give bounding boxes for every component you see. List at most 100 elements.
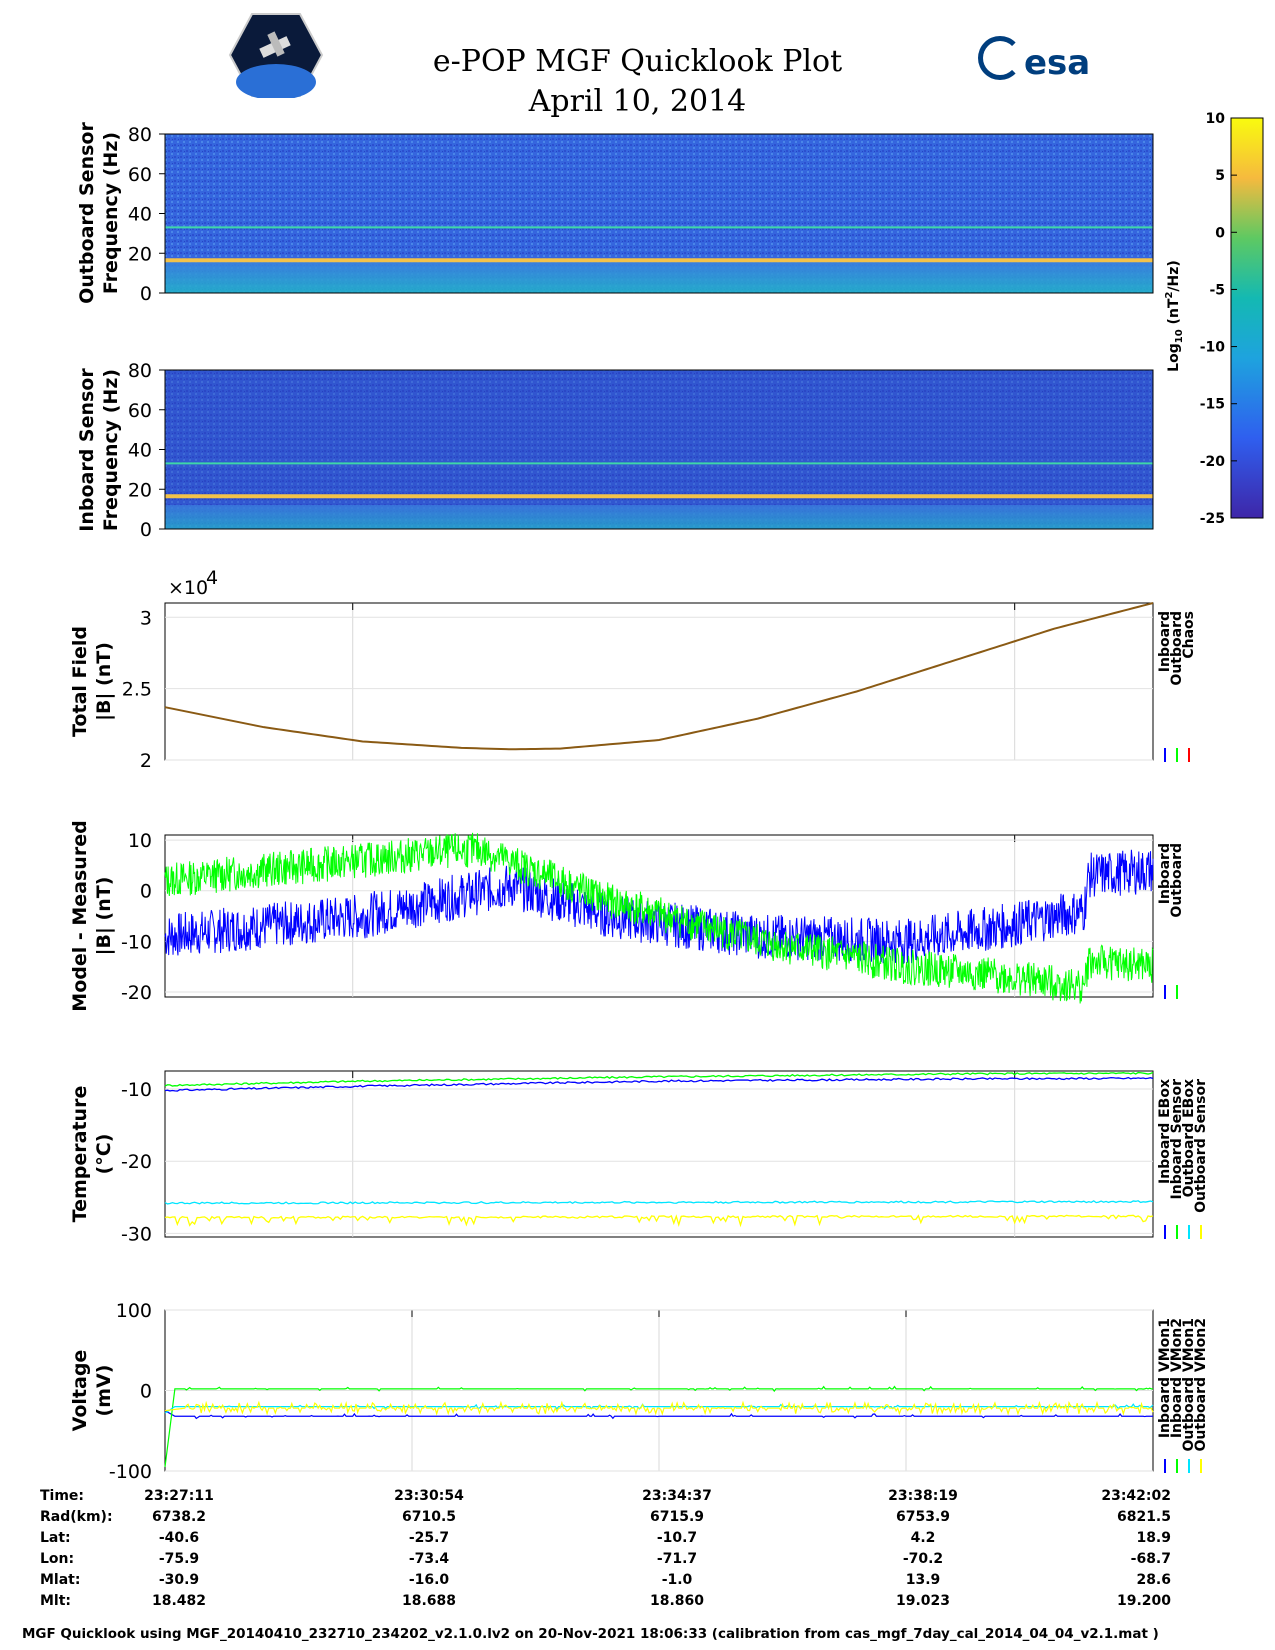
temperature-tick-label: -10 (121, 1079, 152, 1101)
info-cell: -40.6 (159, 1530, 199, 1546)
spec-tick-label: 20 (128, 479, 152, 501)
info-cell: 18.688 (402, 1593, 456, 1609)
temperature-tick-label: -20 (121, 1151, 152, 1173)
inboard-y-ticks: 80 60 40 20 0 (128, 360, 165, 541)
inboard-ylabel-1: Inboard Sensor (76, 368, 98, 532)
total-field-tick-label: 2.5 (122, 679, 152, 701)
temperature-series-line (164, 1076, 1154, 1092)
info-cell: 13.9 (906, 1572, 941, 1588)
esa-logo-text: esa (1024, 43, 1091, 83)
legend-label: Outboard Sensor (1193, 1079, 1209, 1213)
total-field-tick-label: 3 (140, 607, 152, 629)
info-cell: 19.200 (1117, 1593, 1171, 1609)
voltage-series-line (164, 1400, 1154, 1416)
info-cell: -70.2 (903, 1551, 943, 1567)
total-field-line (164, 602, 1154, 751)
temperature-panel: -10 -20 -30 Temperature (°C) Inboard EBoxInbo… (69, 1070, 1209, 1245)
legend-label: Outboard VMon1 (1181, 1318, 1197, 1452)
plot-title: e-POP MGF Quicklook Plot (432, 44, 843, 79)
orbit-info-table: Time: Rad(km): Lat: Lon: Mlat: Mlt: 23:27:11 67… (40, 1488, 1171, 1609)
voltage-ylabel-2: (mV) (93, 1365, 115, 1417)
inboard-ylabel-2: Frequency (Hz) (100, 369, 122, 531)
info-cell: 6821.5 (1117, 1509, 1171, 1525)
legend-label: Outboard (1169, 611, 1185, 686)
legend-label: Outboard VMon2 (1193, 1318, 1209, 1452)
temperature-ylabel-2: (°C) (93, 1134, 115, 1175)
outboard-ylabel-1: Outboard Sensor (76, 122, 98, 304)
legend-label: Outboard EBox (1181, 1079, 1197, 1197)
info-cell: 18.860 (650, 1593, 704, 1609)
info-cell: -30.9 (159, 1572, 199, 1588)
model-measured-tick-label: -10 (121, 931, 152, 953)
info-row-label: Mlat: (40, 1572, 80, 1588)
info-row-label: Lat: (40, 1530, 71, 1546)
model-measured-ylabel-1: Model - Measured (69, 820, 91, 1011)
total-field-multiplier: ×10 (168, 577, 208, 599)
info-cell: 23:34:37 (642, 1488, 712, 1504)
colorbar-tick-label: 5 (1215, 168, 1225, 184)
temperature-series-line (164, 1071, 1154, 1087)
spec-tick-label: 20 (128, 243, 152, 265)
colorbar-tick-label: -20 (1200, 454, 1226, 470)
info-cell: 6738.2 (152, 1509, 206, 1525)
voltage-series-line (164, 1410, 1153, 1420)
temperature-ylabel-1: Temperature (69, 1086, 91, 1223)
outboard-low-band (165, 260, 1153, 293)
outboard-spectrogram: 80 60 40 20 0 Outboard Sensor Frequency (Hz) (76, 122, 1154, 305)
colorbar-tick-label: -10 (1200, 340, 1226, 356)
temperature-axes-box (164, 1070, 1154, 1238)
temperature-series-line (164, 1214, 1154, 1228)
colorbar-gradient (1230, 117, 1264, 519)
temperature-tick-label: -30 (121, 1223, 152, 1245)
info-cell: 6753.9 (896, 1509, 950, 1525)
total-field-tick-label: 2 (140, 750, 152, 772)
info-cell: -10.7 (657, 1530, 697, 1546)
total-field-ylabel-2: |B| (nT) (93, 642, 115, 721)
legend-label: Inboard VMon2 (1169, 1318, 1185, 1438)
colorbar-tick-label: -15 (1200, 397, 1225, 413)
info-cell: -1.0 (662, 1572, 693, 1588)
inboard-dark-overlay (165, 370, 1153, 529)
temperature-series-line (164, 1200, 1154, 1205)
plot-date: April 10, 2014 (528, 84, 747, 119)
legend-label: Chaos (1181, 611, 1197, 659)
colorbar-tick-label: -5 (1209, 282, 1225, 298)
inboard-spectrogram: 80 60 40 20 0 Inboard Sensor Frequency (Hz) (76, 360, 1154, 541)
colorbar-tick-label: 10 (1206, 111, 1226, 127)
outboard-y-ticks: 80 60 40 20 0 (128, 124, 165, 305)
legend-label: Outboard (1169, 843, 1185, 918)
info-cell: 28.6 (1136, 1572, 1171, 1588)
voltage-series-line (164, 1385, 1153, 1468)
spec-tick-label: 0 (140, 283, 152, 305)
info-cell: 23:42:02 (1101, 1488, 1171, 1504)
info-cell: 6715.9 (650, 1509, 704, 1525)
legend-label: Inboard (1157, 611, 1173, 672)
info-cell: 4.2 (911, 1530, 936, 1546)
colorbar-label-log: Log (1166, 343, 1182, 372)
model-measured-panel: 10 0 -10 -20 Model - Measured |B| (nT) Inboard… (69, 820, 1185, 1011)
spec-tick-label: 60 (128, 164, 152, 186)
info-cell: -68.7 (1131, 1551, 1171, 1567)
colorbar-label: Log10 (nT2/Hz) (1164, 260, 1185, 372)
spec-tick-label: 40 (128, 440, 152, 462)
model-measured-tick-label: -20 (121, 982, 152, 1004)
satellite-logo-icon (228, 13, 324, 98)
info-cell: 23:27:11 (144, 1488, 214, 1504)
info-row-label: Lon: (40, 1551, 74, 1567)
colorbar-ticks: 10 5 0 -5 -10 -15 -20 -25 (1200, 111, 1237, 527)
info-row-label: Time: (40, 1488, 84, 1504)
info-cell: -73.4 (409, 1551, 450, 1567)
voltage-panel: 100 0 -100 Voltage (mV) Inboard VMon1Inboard … (69, 1300, 1209, 1483)
colorbar-tick-label: -25 (1200, 511, 1225, 527)
info-cell: 18.482 (152, 1593, 206, 1609)
esa-logo-icon: esa (978, 36, 1090, 83)
footer-note: MGF Quicklook using MGF_20140410_232710_… (22, 1626, 1159, 1642)
inboard-spectrogram-field (165, 370, 1153, 529)
info-cell: 23:30:54 (394, 1488, 464, 1504)
colorbar-label-rest: (nT (1166, 298, 1182, 329)
outboard-ylabel-2: Frequency (Hz) (100, 132, 122, 294)
legend-label: Inboard EBox (1157, 1079, 1173, 1184)
spec-tick-label: 80 (128, 124, 152, 146)
legend-label: Inboard VMon1 (1157, 1318, 1173, 1438)
